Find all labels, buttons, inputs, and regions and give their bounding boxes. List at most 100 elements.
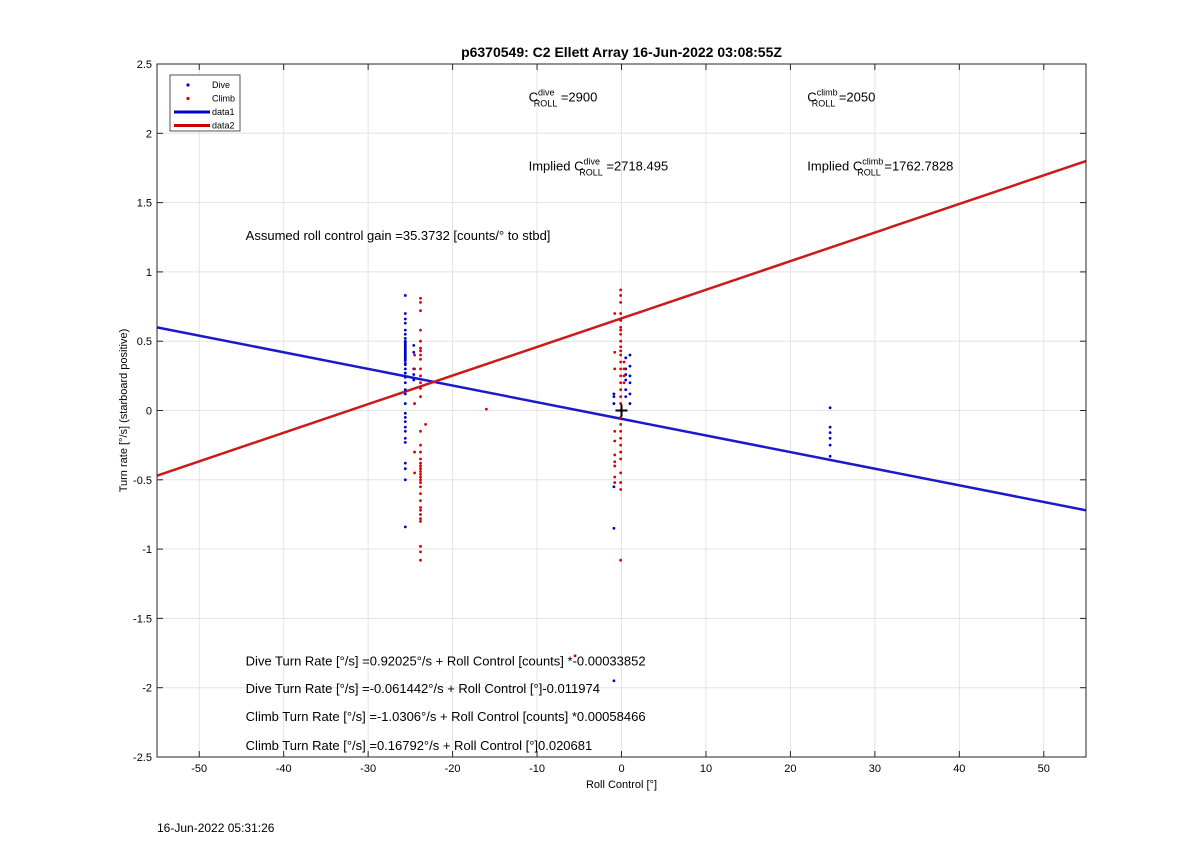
point-climb xyxy=(419,296,422,300)
point-dive xyxy=(403,375,407,379)
point-climb xyxy=(613,429,617,433)
point-climb xyxy=(419,443,422,447)
point-dive xyxy=(628,402,632,405)
point-dive xyxy=(628,364,632,368)
point-dive xyxy=(412,378,416,382)
point-climb xyxy=(613,439,617,443)
x-tick-label: -30 xyxy=(360,763,376,775)
y-tick-label: 0 xyxy=(146,406,152,418)
point-climb xyxy=(622,360,626,364)
x-tick-label: 30 xyxy=(869,763,881,775)
point-climb xyxy=(619,288,623,292)
point-climb xyxy=(419,481,422,484)
point-dive xyxy=(828,443,832,447)
point-climb xyxy=(419,367,422,371)
point-climb xyxy=(419,386,422,390)
point-climb xyxy=(413,367,416,371)
point-climb xyxy=(484,407,488,411)
point-climb xyxy=(619,349,623,353)
point-climb xyxy=(619,294,623,297)
chart-title: p6370549: C2 Ellett Array 16-Jun-2022 03… xyxy=(461,44,782,60)
point-climb xyxy=(419,457,422,461)
annotation-impl_climb: Implied Cclimb ROLL =1762.7828 xyxy=(807,157,953,178)
point-climb xyxy=(619,332,623,336)
point-dive xyxy=(403,317,407,321)
point-climb xyxy=(419,478,422,482)
point-climb xyxy=(419,395,422,399)
x-tick-label: -50 xyxy=(191,763,207,775)
point-dive xyxy=(624,395,628,399)
y-tick-label: -0.5 xyxy=(133,475,152,487)
legend-marker xyxy=(186,83,190,87)
point-climb xyxy=(419,519,422,523)
x-tick-label: -10 xyxy=(529,763,545,775)
point-climb xyxy=(419,558,422,562)
point-dive xyxy=(828,431,832,435)
x-tick-label: 40 xyxy=(953,763,965,775)
origin-marker xyxy=(615,404,628,417)
legend-label: Climb xyxy=(212,94,235,104)
point-climb xyxy=(619,312,623,315)
point-climb xyxy=(413,471,416,475)
legend-label: data1 xyxy=(212,107,235,117)
point-dive xyxy=(403,425,407,429)
point-dive xyxy=(612,679,616,683)
point-climb xyxy=(413,353,416,357)
point-climb xyxy=(619,471,623,475)
point-climb xyxy=(619,374,623,378)
point-climb xyxy=(419,374,422,378)
point-climb xyxy=(619,429,623,433)
axis-ticks: -50 -40 -30 -20 -10 0 10 20 30 40 50 2.5 2 1.5 1 0.5 0 -0… xyxy=(133,59,1086,775)
annotation-impl_dive: Implied Cdive ROLL =2718.495 xyxy=(529,157,669,178)
x-axis-label: Roll Control [°] xyxy=(586,779,657,791)
point-dive xyxy=(403,416,407,419)
point-climb xyxy=(613,460,617,464)
x-tick-label: 10 xyxy=(700,763,712,775)
point-climb xyxy=(419,517,422,521)
point-climb xyxy=(419,353,422,357)
point-dive xyxy=(403,328,407,332)
point-climb xyxy=(419,499,422,502)
point-climb xyxy=(619,450,623,454)
point-dive xyxy=(612,485,616,489)
point-dive xyxy=(828,406,832,410)
point-climb xyxy=(619,558,623,562)
point-dive xyxy=(403,321,407,325)
point-climb xyxy=(619,353,623,357)
annotation-gain: Assumed roll control gain =35.3732 [coun… xyxy=(246,228,551,243)
point-climb xyxy=(619,436,623,440)
y-tick-label: -2.5 xyxy=(133,752,152,764)
point-dive xyxy=(624,388,628,392)
point-dive xyxy=(828,436,832,440)
point-dive xyxy=(403,332,407,336)
point-climb xyxy=(419,467,422,471)
point-dive xyxy=(403,467,407,471)
point-dive xyxy=(403,388,407,392)
point-climb xyxy=(419,300,422,304)
point-dive xyxy=(612,526,616,530)
point-climb xyxy=(419,381,422,385)
point-climb xyxy=(419,485,422,489)
point-climb xyxy=(419,349,422,353)
point-climb xyxy=(419,544,422,548)
y-tick-label: 1 xyxy=(146,267,152,279)
point-climb xyxy=(419,475,422,479)
point-dive xyxy=(612,402,616,405)
point-climb xyxy=(619,367,623,371)
point-dive xyxy=(403,381,407,385)
point-climb xyxy=(619,325,623,329)
point-climb xyxy=(619,457,623,461)
x-tick-label: -40 xyxy=(276,763,292,775)
fit-line-data2 xyxy=(156,159,1087,477)
point-climb xyxy=(619,381,623,385)
point-climb xyxy=(619,360,623,364)
annotation-c_climb: Cclimb ROLL =2050 xyxy=(807,87,875,108)
point-climb xyxy=(619,328,623,332)
point-climb xyxy=(619,388,623,392)
x-tick-label: 0 xyxy=(618,763,624,775)
x-tick-label: -20 xyxy=(445,763,461,775)
point-dive xyxy=(403,478,407,482)
point-dive xyxy=(403,429,407,433)
y-tick-label: -1 xyxy=(142,544,152,556)
